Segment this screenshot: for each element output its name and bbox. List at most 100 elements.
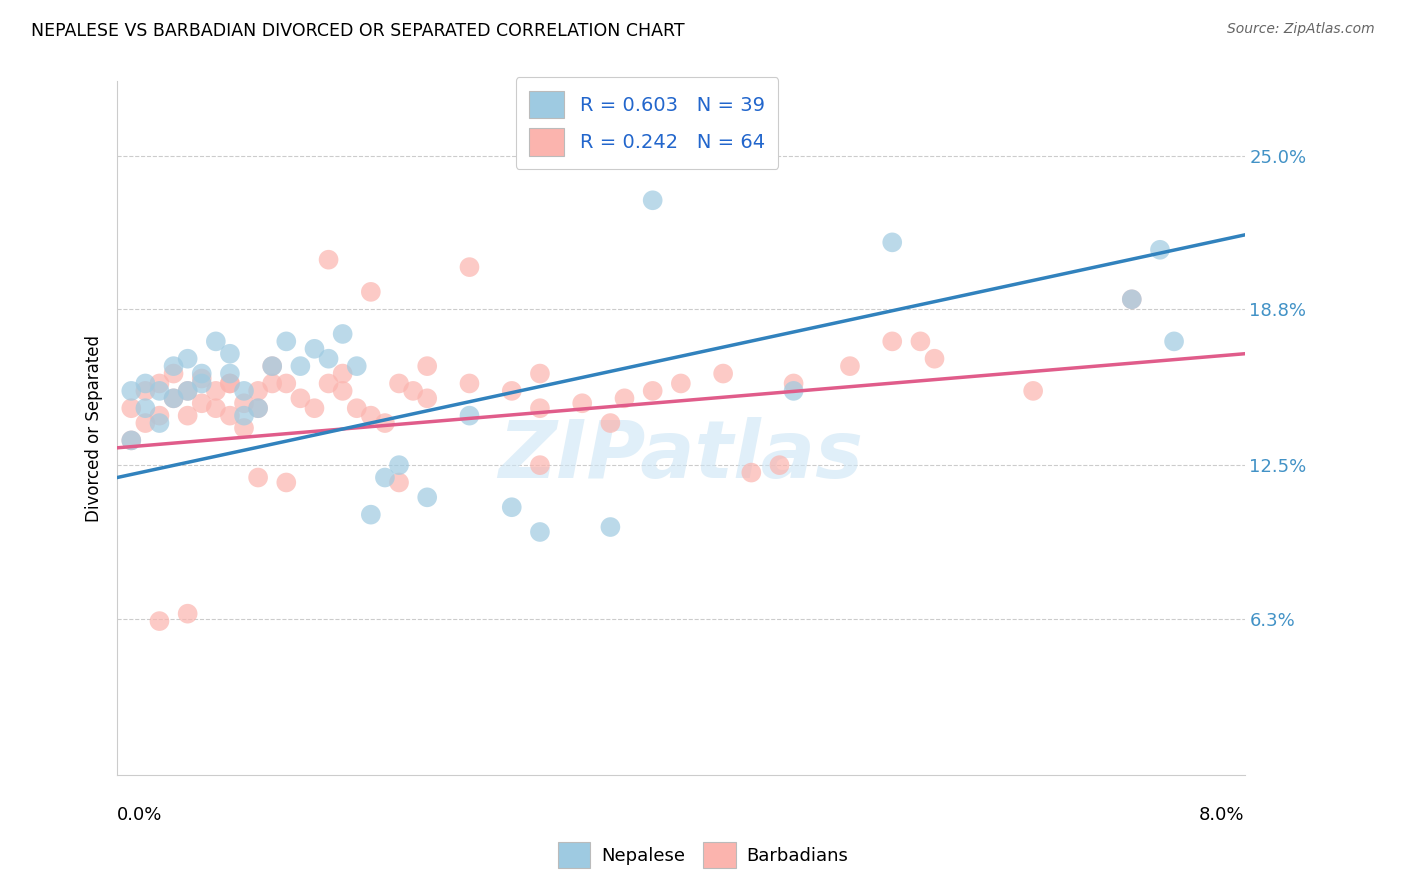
Point bbox=[402, 384, 425, 398]
Point bbox=[219, 367, 242, 381]
Point bbox=[332, 326, 354, 341]
Point bbox=[233, 409, 256, 423]
Point bbox=[529, 367, 551, 381]
Point bbox=[162, 367, 184, 381]
Point bbox=[205, 401, 228, 416]
Point bbox=[148, 384, 170, 398]
Point bbox=[669, 376, 692, 391]
Point bbox=[374, 470, 396, 484]
Point bbox=[388, 475, 411, 490]
Point bbox=[613, 392, 636, 406]
Point bbox=[318, 252, 340, 267]
Point bbox=[360, 285, 382, 299]
Y-axis label: Divorced or Separated: Divorced or Separated bbox=[86, 334, 103, 522]
Point bbox=[360, 409, 382, 423]
Point bbox=[190, 367, 212, 381]
Point bbox=[501, 384, 523, 398]
Point bbox=[134, 384, 156, 398]
Point bbox=[276, 475, 298, 490]
Point bbox=[458, 409, 481, 423]
Point bbox=[219, 347, 242, 361]
Point bbox=[148, 409, 170, 423]
Point bbox=[641, 194, 664, 208]
Point bbox=[219, 376, 242, 391]
Point bbox=[782, 376, 804, 391]
Point bbox=[1121, 293, 1143, 307]
Point bbox=[205, 384, 228, 398]
Point bbox=[910, 334, 932, 349]
Point bbox=[276, 334, 298, 349]
Point bbox=[599, 416, 621, 430]
Point bbox=[120, 384, 142, 398]
Point bbox=[262, 359, 284, 373]
Point bbox=[374, 416, 396, 430]
Point bbox=[148, 376, 170, 391]
Point bbox=[529, 401, 551, 416]
Point bbox=[882, 235, 904, 250]
Point bbox=[458, 376, 481, 391]
Point bbox=[882, 334, 904, 349]
Point bbox=[416, 392, 439, 406]
Point bbox=[839, 359, 862, 373]
Point bbox=[768, 458, 790, 472]
Point bbox=[290, 392, 312, 406]
Point bbox=[176, 409, 198, 423]
Point bbox=[233, 384, 256, 398]
Point bbox=[190, 396, 212, 410]
Point bbox=[233, 421, 256, 435]
Point bbox=[205, 334, 228, 349]
Point bbox=[120, 434, 142, 448]
Point bbox=[176, 384, 198, 398]
Point bbox=[262, 359, 284, 373]
Point bbox=[346, 401, 368, 416]
Text: Source: ZipAtlas.com: Source: ZipAtlas.com bbox=[1227, 22, 1375, 37]
Point bbox=[529, 458, 551, 472]
Point bbox=[219, 376, 242, 391]
Text: 8.0%: 8.0% bbox=[1199, 805, 1244, 824]
Point bbox=[360, 508, 382, 522]
Text: ZIPatlas: ZIPatlas bbox=[498, 417, 863, 495]
Point bbox=[711, 367, 734, 381]
Point bbox=[501, 500, 523, 515]
Point bbox=[388, 376, 411, 391]
Point bbox=[162, 359, 184, 373]
Point bbox=[247, 470, 270, 484]
Point bbox=[148, 416, 170, 430]
Point bbox=[740, 466, 762, 480]
Point bbox=[262, 376, 284, 391]
Point bbox=[332, 367, 354, 381]
Point bbox=[1121, 293, 1143, 307]
Text: NEPALESE VS BARBADIAN DIVORCED OR SEPARATED CORRELATION CHART: NEPALESE VS BARBADIAN DIVORCED OR SEPARA… bbox=[31, 22, 685, 40]
Point bbox=[599, 520, 621, 534]
Point bbox=[176, 384, 198, 398]
Text: 0.0%: 0.0% bbox=[117, 805, 163, 824]
Point bbox=[318, 351, 340, 366]
Point bbox=[571, 396, 593, 410]
Point bbox=[276, 376, 298, 391]
Point bbox=[458, 260, 481, 274]
Point bbox=[346, 359, 368, 373]
Point bbox=[148, 614, 170, 628]
Point bbox=[332, 384, 354, 398]
Point bbox=[120, 401, 142, 416]
Point bbox=[924, 351, 946, 366]
Point bbox=[247, 384, 270, 398]
Point bbox=[416, 491, 439, 505]
Point bbox=[290, 359, 312, 373]
Point bbox=[233, 396, 256, 410]
Point bbox=[641, 384, 664, 398]
Point bbox=[388, 458, 411, 472]
Point bbox=[162, 392, 184, 406]
Point bbox=[134, 416, 156, 430]
Point bbox=[1022, 384, 1045, 398]
Point bbox=[304, 401, 326, 416]
Point bbox=[190, 376, 212, 391]
Point bbox=[416, 359, 439, 373]
Legend: Nepalese, Barbadians: Nepalese, Barbadians bbox=[547, 831, 859, 879]
Point bbox=[304, 342, 326, 356]
Point bbox=[1163, 334, 1185, 349]
Point bbox=[247, 401, 270, 416]
Point bbox=[176, 607, 198, 621]
Point bbox=[529, 524, 551, 539]
Point bbox=[219, 409, 242, 423]
